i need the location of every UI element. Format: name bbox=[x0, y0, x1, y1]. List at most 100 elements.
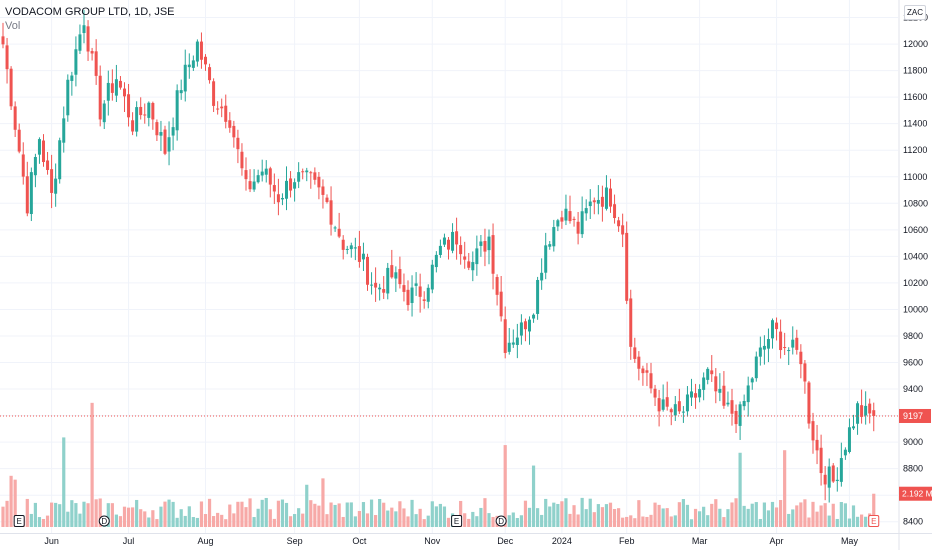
volume-bar bbox=[791, 509, 795, 527]
last-price-tag bbox=[899, 408, 931, 423]
volume-indicator-label[interactable]: Vol bbox=[5, 20, 21, 32]
candle-body bbox=[827, 466, 831, 488]
candle-body bbox=[588, 201, 592, 207]
volume-bar bbox=[224, 519, 228, 527]
candle-body bbox=[131, 120, 135, 132]
candle-body bbox=[345, 248, 349, 250]
candle-body bbox=[204, 56, 207, 65]
volume-bar bbox=[621, 517, 625, 527]
candle-body bbox=[370, 284, 374, 286]
candle-body bbox=[50, 169, 54, 193]
candle-body bbox=[766, 339, 770, 349]
volume-bar bbox=[325, 514, 329, 527]
volume-bar bbox=[264, 497, 268, 527]
volume-bar bbox=[815, 511, 819, 527]
candle-body bbox=[414, 283, 418, 286]
volume-bar bbox=[734, 498, 738, 527]
candle-body bbox=[499, 291, 503, 317]
volume-bar bbox=[779, 500, 783, 527]
candle-body bbox=[422, 299, 426, 301]
candle-body bbox=[25, 176, 29, 214]
time-tick-label: May bbox=[841, 536, 859, 546]
volume-bar bbox=[228, 504, 232, 527]
volume-bar bbox=[280, 499, 285, 527]
candle-body bbox=[685, 394, 689, 412]
volume-bar bbox=[402, 508, 406, 527]
candle-body bbox=[710, 370, 714, 375]
candle-body bbox=[714, 376, 718, 392]
volume-bar bbox=[62, 437, 66, 527]
volume-bar bbox=[515, 518, 519, 527]
volume-bar bbox=[25, 498, 29, 527]
candle-body bbox=[536, 279, 540, 314]
volume-bar bbox=[382, 502, 386, 527]
candle-body bbox=[212, 81, 216, 106]
candle-body bbox=[795, 337, 799, 350]
symbol-title[interactable]: VODACOM GROUP LTD, 1D, JSE bbox=[5, 6, 175, 18]
chart-legend: VODACOM GROUP LTD, 1D, JSE Vol bbox=[5, 5, 175, 33]
candle-body bbox=[402, 285, 406, 292]
volume-bar bbox=[507, 515, 511, 527]
candle-body bbox=[94, 51, 98, 76]
time-tick-label: Jun bbox=[44, 536, 59, 546]
candle-body bbox=[576, 221, 580, 234]
price-tick-label: 9400 bbox=[903, 384, 923, 394]
volume-bar bbox=[220, 514, 224, 527]
candle-body bbox=[248, 181, 252, 190]
candle-body bbox=[491, 235, 495, 274]
volume-bar bbox=[604, 504, 609, 527]
candle-body bbox=[673, 404, 677, 416]
candle-body bbox=[382, 289, 386, 293]
candle-body bbox=[236, 137, 240, 150]
candle-body bbox=[183, 64, 187, 92]
volume-bar bbox=[240, 501, 244, 527]
time-axis[interactable]: Jun Jul Aug Sep Oct Nov Dec 2024 Feb Mar Apr May bbox=[0, 533, 932, 547]
candle-body bbox=[455, 231, 459, 245]
candle-body bbox=[613, 204, 617, 219]
currency-button[interactable]: ZAC bbox=[904, 5, 926, 20]
volume-bar bbox=[369, 499, 374, 527]
candle-body bbox=[523, 321, 527, 330]
volume-bar bbox=[207, 498, 212, 527]
candle-body bbox=[507, 342, 511, 352]
volume-bar bbox=[33, 502, 37, 527]
candle-body bbox=[199, 41, 203, 60]
volume-bar bbox=[321, 478, 325, 527]
candle-body bbox=[872, 410, 876, 416]
candle-body bbox=[463, 256, 467, 260]
candle-body bbox=[66, 79, 70, 116]
volume-bar bbox=[698, 511, 702, 527]
price-tick-label: 12000 bbox=[903, 39, 928, 49]
volume-bar bbox=[199, 501, 204, 527]
candle-body bbox=[135, 107, 139, 132]
candle-body bbox=[868, 403, 872, 414]
price-tick-label: 11000 bbox=[903, 172, 927, 182]
volume-bar bbox=[54, 502, 58, 527]
volume-bar bbox=[13, 479, 17, 527]
volume-bar bbox=[714, 499, 718, 527]
candle-body bbox=[289, 178, 293, 191]
volume-bar bbox=[135, 499, 139, 527]
volume-bar bbox=[511, 512, 515, 527]
volume-bar bbox=[418, 508, 422, 527]
candle-body bbox=[143, 114, 147, 116]
candle-body bbox=[276, 194, 280, 203]
volume-bar bbox=[693, 508, 698, 527]
volume-bar bbox=[78, 513, 82, 527]
candle-body bbox=[260, 171, 264, 176]
price-axis[interactable]: 8400860088009000920094009600980010000102… bbox=[898, 0, 928, 550]
volume-bar bbox=[669, 516, 673, 527]
dividend-marker-icon bbox=[495, 515, 507, 527]
candle-body bbox=[9, 68, 13, 107]
candle-body bbox=[564, 208, 568, 221]
candle-body bbox=[62, 118, 66, 143]
volume-bar bbox=[544, 498, 548, 527]
volume-bar bbox=[738, 452, 742, 527]
volume-bar bbox=[783, 450, 787, 527]
volume-bar bbox=[608, 502, 613, 527]
candle-body bbox=[831, 465, 835, 482]
candle-body bbox=[54, 178, 58, 194]
candle-body bbox=[621, 225, 625, 235]
